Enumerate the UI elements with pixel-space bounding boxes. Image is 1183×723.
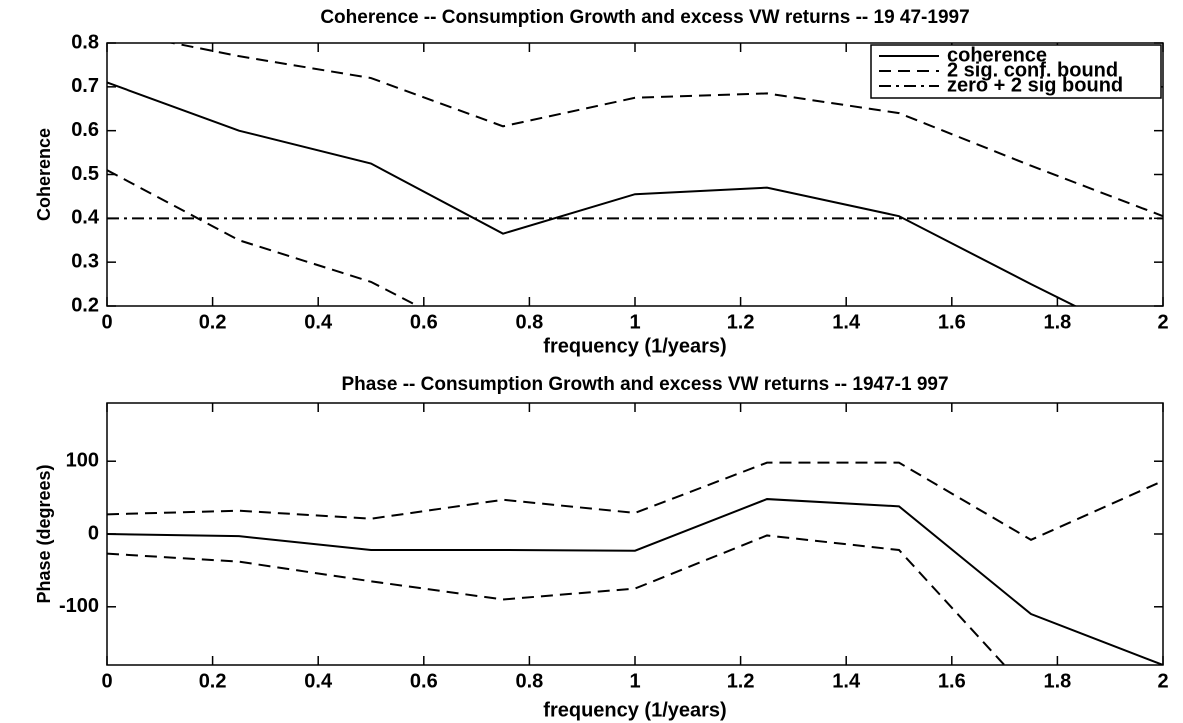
- x-tick-label: 0.6: [410, 311, 438, 333]
- series-line: [107, 81, 1078, 306]
- y-tick-label: -100: [59, 595, 99, 617]
- x-axis-label: frequency (1/years): [543, 335, 726, 357]
- y-tick-label: 100: [66, 450, 99, 472]
- x-tick-label: 1.6: [938, 311, 966, 333]
- legend-label: zero + 2 sig bound: [947, 74, 1123, 96]
- plot-frame: [106, 402, 1164, 666]
- y-tick-label: 0.6: [71, 119, 99, 141]
- x-tick-label: 0.8: [515, 670, 543, 692]
- x-tick-label: 1.2: [727, 670, 755, 692]
- x-tick-label: 1.2: [727, 311, 755, 333]
- chart-title: Phase -- Consumption Growth and excess V…: [341, 374, 948, 395]
- x-tick-label: 1.8: [1043, 311, 1071, 333]
- x-tick-label: 1.4: [832, 311, 861, 333]
- legend-label: 2 sig. conf. bound: [947, 59, 1118, 81]
- y-tick-label: 0.7: [71, 75, 99, 97]
- series-line: [167, 43, 1163, 218]
- x-axis-label: frequency (1/years): [543, 699, 726, 721]
- y-tick-label: 0.8: [71, 31, 99, 53]
- series-line: [107, 169, 421, 306]
- x-tick-label: 1.8: [1043, 670, 1071, 692]
- chart-title: Coherence -- Consumption Growth and exce…: [320, 7, 969, 28]
- x-tick-label: 1.6: [938, 670, 966, 692]
- x-tick-label: 0.4: [304, 311, 333, 333]
- x-tick-label: 0.6: [410, 670, 438, 692]
- y-tick-label: 0.2: [71, 294, 99, 316]
- x-tick-label: 0: [101, 311, 112, 333]
- legend-label: coherence: [947, 44, 1047, 66]
- x-tick-label: 0.2: [199, 670, 227, 692]
- x-tick-label: 1: [629, 311, 640, 333]
- y-axis-label: Phase (degrees): [34, 464, 54, 603]
- series-line: [107, 461, 1163, 541]
- x-tick-label: 1: [629, 670, 640, 692]
- y-tick-label: 0: [88, 522, 99, 544]
- series-line: [107, 534, 1006, 665]
- x-tick-label: 0: [101, 670, 112, 692]
- y-axis-label: Coherence: [34, 128, 54, 221]
- x-tick-label: 2: [1157, 311, 1168, 333]
- x-tick-label: 1.4: [832, 670, 861, 692]
- series-line: [107, 498, 1163, 665]
- x-tick-label: 0.4: [304, 670, 333, 692]
- y-tick-label: 0.3: [71, 250, 99, 272]
- x-tick-label: 0.2: [199, 311, 227, 333]
- x-tick-label: 0.8: [515, 311, 543, 333]
- y-tick-label: 0.5: [71, 163, 99, 185]
- x-tick-label: 2: [1157, 670, 1168, 692]
- y-tick-label: 0.4: [71, 207, 100, 229]
